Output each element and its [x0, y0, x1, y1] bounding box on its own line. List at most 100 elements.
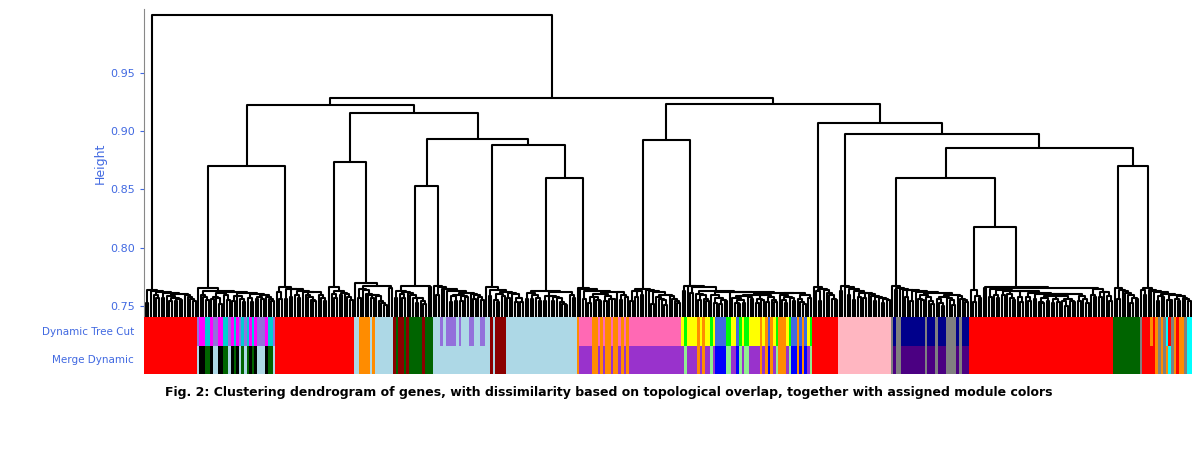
Bar — [1072, 317, 1074, 346]
Bar — [1139, 317, 1143, 346]
Bar — [626, 317, 628, 346]
Bar — [312, 317, 314, 346]
Bar — [1179, 317, 1181, 346]
Bar — [1158, 346, 1161, 374]
Bar — [320, 317, 323, 346]
Bar — [1022, 317, 1025, 346]
Bar — [1134, 317, 1137, 346]
Bar — [187, 317, 189, 346]
Bar — [472, 317, 474, 346]
Bar — [642, 317, 644, 346]
Bar — [582, 346, 584, 374]
Bar — [584, 346, 588, 374]
Bar — [236, 317, 238, 346]
Bar — [265, 317, 267, 346]
Bar — [869, 346, 873, 374]
Bar — [438, 317, 441, 346]
Bar — [187, 346, 189, 374]
Bar — [194, 346, 196, 374]
Bar — [383, 317, 385, 346]
Bar — [1082, 317, 1085, 346]
Bar — [1127, 346, 1129, 374]
Bar — [176, 317, 178, 346]
Bar — [846, 346, 849, 374]
Bar — [590, 317, 592, 346]
Bar — [962, 346, 964, 374]
Bar — [327, 317, 330, 346]
Bar — [225, 317, 229, 346]
Bar — [495, 317, 498, 346]
Bar — [474, 346, 477, 374]
Bar — [354, 346, 356, 374]
Bar — [535, 317, 537, 346]
Bar — [467, 346, 470, 374]
Bar — [1035, 317, 1038, 346]
Bar — [1022, 346, 1025, 374]
Bar — [917, 346, 920, 374]
Bar — [147, 346, 149, 374]
Bar — [938, 317, 940, 346]
Bar — [1074, 346, 1076, 374]
Bar — [771, 317, 773, 346]
Bar — [875, 346, 878, 374]
Bar — [815, 346, 818, 374]
Bar — [409, 317, 412, 346]
Bar — [254, 346, 258, 374]
Bar — [807, 346, 809, 374]
Bar — [216, 346, 218, 374]
Bar — [1181, 346, 1184, 374]
Bar — [760, 346, 762, 374]
Bar — [244, 346, 247, 374]
Bar — [530, 346, 532, 374]
Bar — [334, 346, 336, 374]
Bar — [724, 346, 726, 374]
Bar — [247, 346, 249, 374]
Bar — [305, 346, 307, 374]
Bar — [498, 346, 501, 374]
Bar — [555, 346, 559, 374]
Bar — [1029, 346, 1032, 374]
Bar — [1156, 346, 1158, 374]
Bar — [459, 346, 461, 374]
Bar — [635, 317, 637, 346]
Bar — [951, 317, 954, 346]
Bar — [1161, 317, 1163, 346]
Bar — [619, 346, 621, 374]
Bar — [572, 346, 574, 374]
Bar — [1187, 346, 1190, 374]
Bar — [323, 317, 325, 346]
Bar — [205, 317, 207, 346]
Bar — [822, 317, 826, 346]
Bar — [791, 317, 793, 346]
Bar — [163, 346, 165, 374]
Bar — [1119, 346, 1121, 374]
Bar — [831, 346, 833, 374]
Bar — [778, 317, 781, 346]
Bar — [196, 317, 200, 346]
Bar — [737, 346, 739, 374]
Bar — [519, 346, 521, 374]
Bar — [938, 346, 940, 374]
Bar — [278, 317, 281, 346]
Bar — [974, 346, 978, 374]
Bar — [967, 346, 969, 374]
Bar — [155, 346, 158, 374]
Bar — [388, 317, 390, 346]
Bar — [1054, 317, 1056, 346]
Bar — [501, 317, 503, 346]
Bar — [169, 346, 171, 374]
Bar — [1067, 317, 1069, 346]
Bar — [757, 317, 760, 346]
Bar — [390, 317, 394, 346]
Bar — [202, 346, 205, 374]
Bar — [479, 346, 483, 374]
Bar — [1123, 317, 1127, 346]
Bar — [323, 346, 325, 374]
Bar — [1082, 346, 1085, 374]
Bar — [728, 346, 731, 374]
Bar — [485, 346, 488, 374]
Bar — [336, 317, 338, 346]
Bar — [689, 346, 692, 374]
Bar — [914, 317, 917, 346]
Bar — [1045, 346, 1047, 374]
